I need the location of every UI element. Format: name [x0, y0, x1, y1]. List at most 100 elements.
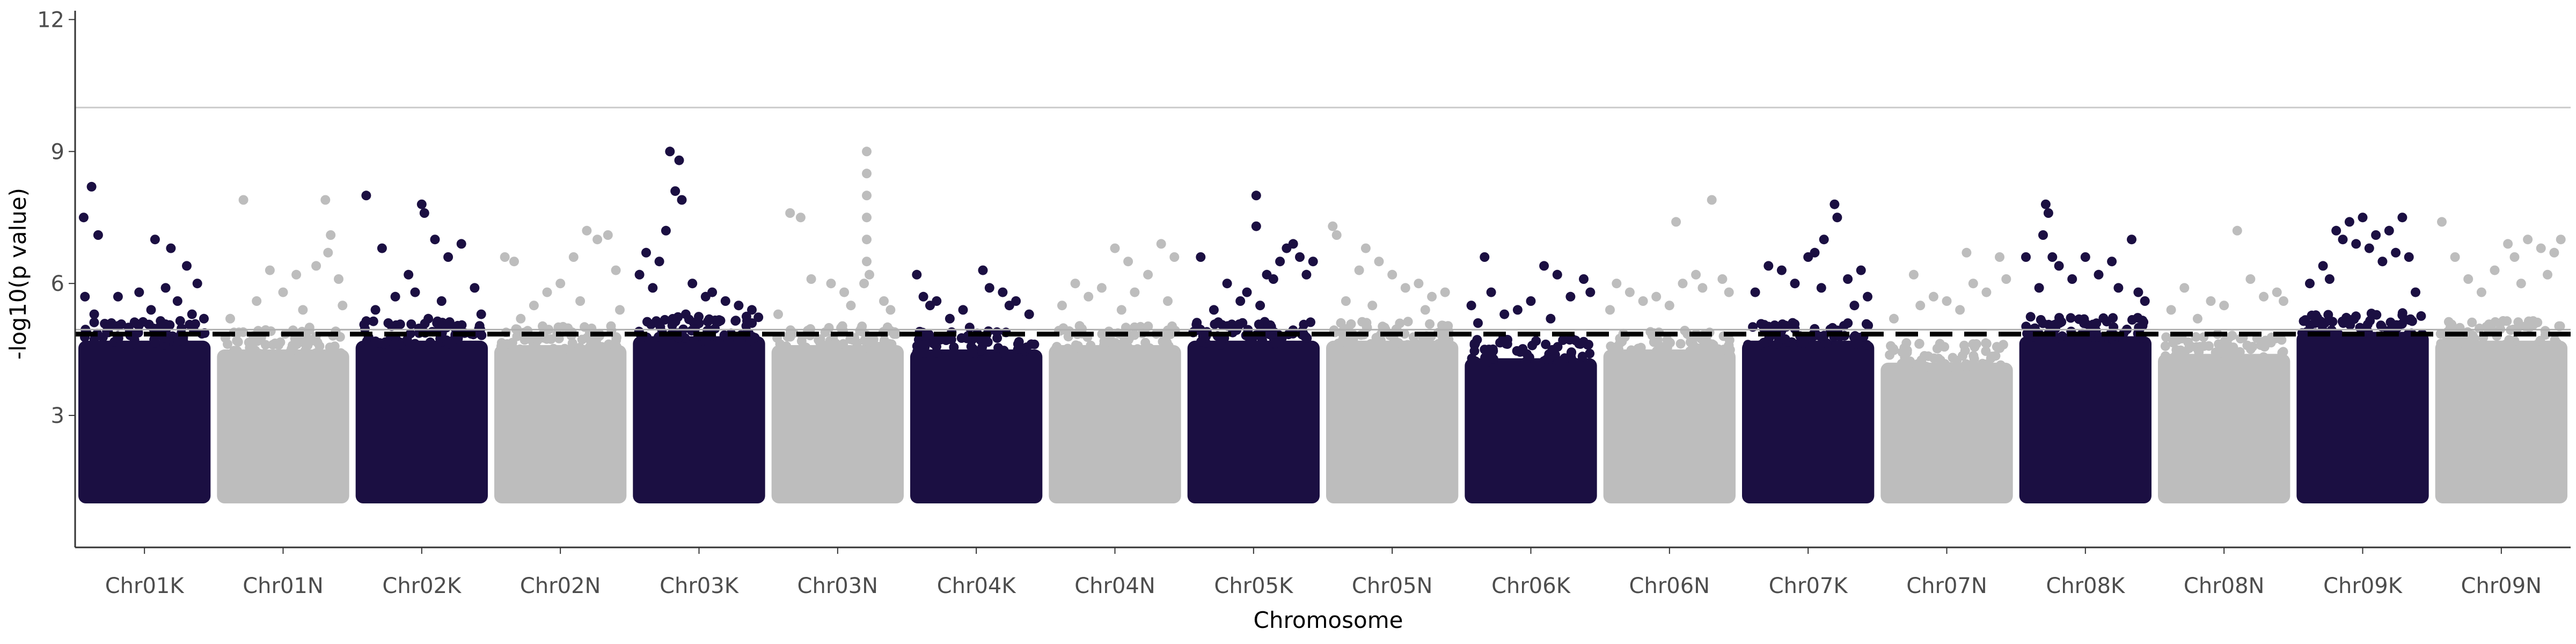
- fringe-point: [2248, 342, 2258, 352]
- fringe-point: [260, 340, 270, 350]
- data-point: [1251, 191, 1261, 201]
- data-point: [1968, 279, 1978, 289]
- fringe-point: [919, 348, 930, 358]
- x-tick-label: Chr08N: [2184, 574, 2265, 598]
- data-point: [1374, 257, 1384, 267]
- data-point: [1915, 301, 1926, 311]
- fringe-point: [1861, 319, 1871, 329]
- data-point: [2384, 225, 2394, 236]
- fringe-point: [2405, 315, 2415, 325]
- data-point: [1678, 279, 1688, 289]
- fringe-point: [396, 340, 406, 350]
- fringe-point: [1441, 323, 1451, 333]
- data-point: [89, 309, 99, 319]
- y-tick-label: 12: [37, 8, 64, 32]
- fringe-point: [1773, 339, 1783, 349]
- fringe-point: [966, 341, 976, 352]
- data-point: [2259, 291, 2269, 302]
- data-point: [443, 252, 453, 262]
- data-point: [2397, 213, 2407, 223]
- bulk-points-Chr02N: [494, 345, 627, 504]
- data-point: [1552, 269, 1562, 280]
- x-tick-label: Chr01N: [243, 574, 324, 598]
- x-tick-label: Chr05N: [1352, 574, 1433, 598]
- x-tick-label: Chr07K: [1769, 574, 1849, 598]
- data-point: [862, 147, 872, 157]
- data-point: [1624, 287, 1635, 297]
- fringe-point: [1960, 346, 1970, 356]
- data-point: [1288, 239, 1298, 249]
- fringe-point: [1192, 318, 1202, 328]
- fringe-point: [1647, 331, 1657, 340]
- data-point: [1651, 291, 1662, 302]
- fringe-point: [1819, 331, 1829, 341]
- data-point: [476, 309, 486, 319]
- fringe-point: [1922, 362, 1932, 372]
- fringe-point: [2524, 316, 2534, 326]
- fringe-point: [312, 338, 323, 348]
- data-point: [291, 269, 302, 280]
- data-point: [1819, 235, 1829, 245]
- fringe-point: [654, 319, 664, 330]
- data-point: [311, 261, 321, 271]
- data-point: [1750, 287, 1760, 297]
- data-point: [2034, 283, 2044, 293]
- fringe-point: [560, 343, 570, 354]
- fringe-point: [820, 327, 830, 337]
- data-point: [2490, 265, 2500, 275]
- data-point: [187, 309, 197, 319]
- x-tick-label: Chr06N: [1629, 574, 1710, 598]
- data-point: [1612, 279, 1622, 289]
- fringe-point: [1759, 338, 1769, 348]
- data-point: [2043, 208, 2053, 218]
- data-point: [370, 305, 380, 315]
- fringe-point: [1723, 341, 1733, 351]
- data-point: [199, 313, 209, 324]
- data-point: [123, 323, 134, 333]
- data-point: [1691, 269, 1701, 280]
- data-point: [862, 169, 872, 179]
- bulk-points-Chr01K: [78, 340, 211, 504]
- fringe-point: [830, 338, 840, 348]
- x-tick-label: Chr03N: [797, 574, 879, 598]
- data-point: [1889, 313, 1899, 324]
- peak-point-layer: [78, 147, 2566, 333]
- fringe-point: [2057, 331, 2067, 341]
- data-point: [720, 296, 730, 306]
- data-point: [2192, 313, 2202, 324]
- data-point: [795, 213, 806, 223]
- fringe-point: [1541, 339, 1551, 349]
- fringe-point: [2029, 324, 2039, 334]
- fringe-point: [1512, 346, 1522, 356]
- data-point: [326, 230, 336, 240]
- fringe-point: [1484, 347, 1495, 356]
- bulk-points-Chr02K: [355, 340, 488, 504]
- data-point: [1499, 309, 1510, 319]
- fringe-point: [1978, 358, 1987, 369]
- fringe-point: [2066, 313, 2076, 323]
- data-point: [2411, 287, 2420, 297]
- fringe-point: [410, 339, 420, 349]
- fringe-point: [2490, 317, 2500, 327]
- fringe-point: [177, 324, 187, 333]
- fringe-point: [1913, 359, 1923, 369]
- x-tick-label: Chr08K: [2046, 574, 2126, 598]
- fringe-point: [2513, 317, 2523, 327]
- fringe-point: [750, 333, 760, 343]
- fringe-point: [2504, 335, 2514, 345]
- fringe-point: [2467, 317, 2477, 327]
- fringe-point: [1336, 318, 1346, 328]
- fringe-point: [1223, 321, 1233, 331]
- data-point: [1130, 287, 1140, 297]
- data-point: [416, 199, 427, 209]
- data-point: [707, 287, 718, 297]
- data-point: [1209, 305, 1219, 315]
- fringe-point: [2355, 323, 2365, 333]
- fringe-point: [2299, 316, 2309, 326]
- fringe-point: [999, 349, 1009, 359]
- fringe-point: [1606, 341, 1616, 352]
- y-tick-label: 9: [51, 140, 64, 164]
- fringe-point: [799, 344, 809, 354]
- data-point: [1169, 252, 1180, 262]
- data-point: [1843, 274, 1853, 284]
